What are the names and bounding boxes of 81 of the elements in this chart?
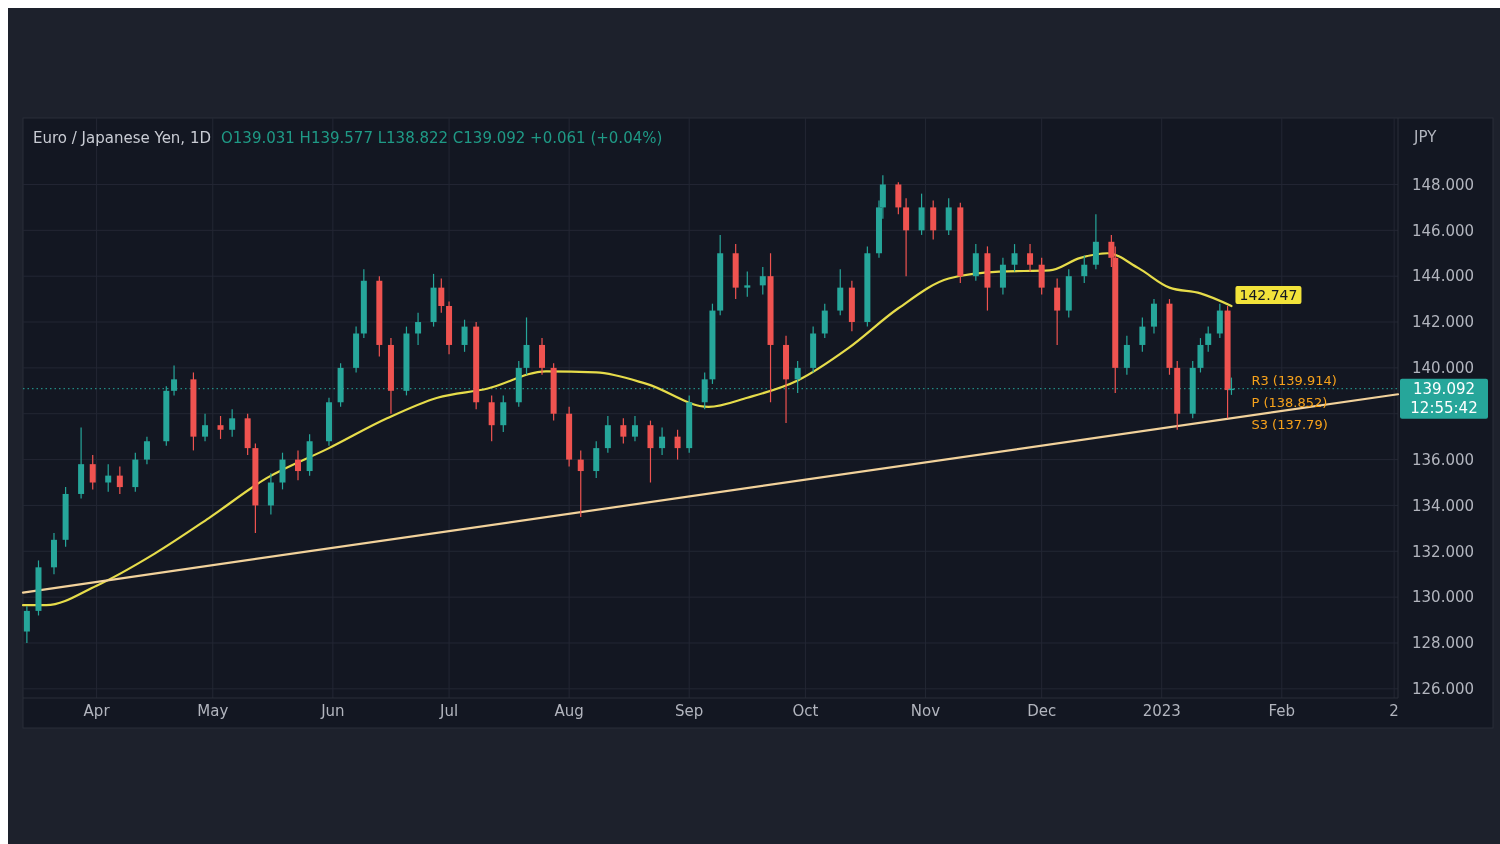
candlestick: [821, 303, 828, 339]
candlestick: [461, 319, 468, 353]
candlestick: [1081, 254, 1088, 284]
y-tick-label: 130.000: [1412, 588, 1475, 607]
candlestick: [903, 197, 910, 277]
candlestick: [1197, 337, 1204, 374]
candlestick: [438, 277, 445, 314]
y-tick-label: 134.000: [1412, 496, 1475, 515]
x-tick-label: Sep: [675, 702, 704, 720]
candlestick: [674, 429, 681, 461]
x-tick-label: Jul: [439, 702, 459, 720]
annotation: R3 (139.914): [1251, 372, 1337, 388]
candlestick: [972, 243, 979, 282]
candlestick: [647, 420, 654, 484]
candlestick: [1139, 316, 1146, 353]
x-tick-label: 2: [1389, 702, 1399, 720]
annotation: 142.747: [1239, 286, 1298, 303]
candlestick: [1011, 243, 1018, 273]
y-tick-label: 136.000: [1412, 450, 1475, 469]
candlestick: [1038, 257, 1045, 296]
candlestick: [488, 394, 495, 442]
x-tick-label: Apr: [83, 702, 111, 720]
candlestick: [295, 449, 301, 481]
y-tick-label: 140.000: [1412, 359, 1475, 378]
y-tick-label: 126.000: [1412, 680, 1475, 699]
candlestick: [1205, 326, 1212, 353]
annotation: P (138.852): [1251, 394, 1328, 410]
candlestick: [620, 417, 627, 445]
x-tick-label: 2023: [1142, 702, 1181, 720]
candlestick: [604, 415, 611, 454]
candlestick: [577, 449, 584, 518]
text: Euro / Japanese Yen, 1D: [33, 129, 212, 147]
candlestick: [1054, 277, 1061, 346]
x-tick-label: Jun: [320, 702, 345, 720]
y-tick-label: 132.000: [1412, 542, 1475, 561]
candlestick: [415, 312, 422, 346]
candlestick: [202, 413, 209, 442]
candlestick: [229, 408, 236, 438]
y-tick-label: 144.000: [1412, 267, 1475, 286]
y-tick-label: 142.000: [1412, 313, 1475, 332]
candlestick: [116, 465, 123, 495]
candlestick: [945, 197, 952, 236]
x-tick-label: May: [197, 702, 229, 720]
candlestick: [1216, 303, 1223, 339]
candlestick: [539, 337, 546, 376]
y-tick-label: 128.000: [1412, 634, 1475, 653]
candlestick: [1123, 335, 1130, 376]
text: O139.031 H139.577 L138.822 C139.092 +0.061 (+0.04%): [221, 129, 663, 147]
x-tick-label: Feb: [1268, 702, 1296, 720]
candlestick: [523, 316, 530, 376]
y-tick-label: 148.000: [1412, 175, 1475, 194]
x-tick-label: Aug: [554, 702, 584, 720]
candlestick: [1092, 213, 1099, 270]
candlestick: [930, 199, 937, 241]
candlestick: [895, 181, 902, 215]
annotation: S3 (137.79): [1251, 416, 1328, 432]
candlestick: [267, 472, 274, 516]
candlestick: [1150, 298, 1157, 335]
candlestick: [659, 426, 666, 456]
y-tick-label: 146.000: [1412, 221, 1475, 240]
candlestick: [23, 605, 30, 644]
x-tick-label: Nov: [910, 702, 941, 720]
candlestick: [631, 415, 638, 442]
candlestick: [500, 394, 507, 433]
candlestick: [217, 415, 224, 440]
candlestick: [171, 364, 178, 396]
candlestick: [593, 440, 600, 479]
candlestick: [105, 463, 112, 493]
candlestick: [89, 454, 96, 490]
candlestick: [1027, 243, 1034, 273]
candlestick: [999, 257, 1006, 296]
candlestick: [918, 193, 925, 236]
candlestick: [759, 266, 766, 296]
candlestick: [279, 452, 286, 490]
x-tick-label: Oct: [792, 702, 819, 720]
y-axis-title: JPY: [1413, 128, 1438, 146]
ref-line-label: 139.092 12:55:42: [1410, 379, 1478, 417]
x-tick-label: Dec: [1027, 702, 1057, 720]
candlestick: [744, 271, 751, 298]
candlestick: [837, 268, 844, 316]
candlestick: [143, 436, 150, 465]
